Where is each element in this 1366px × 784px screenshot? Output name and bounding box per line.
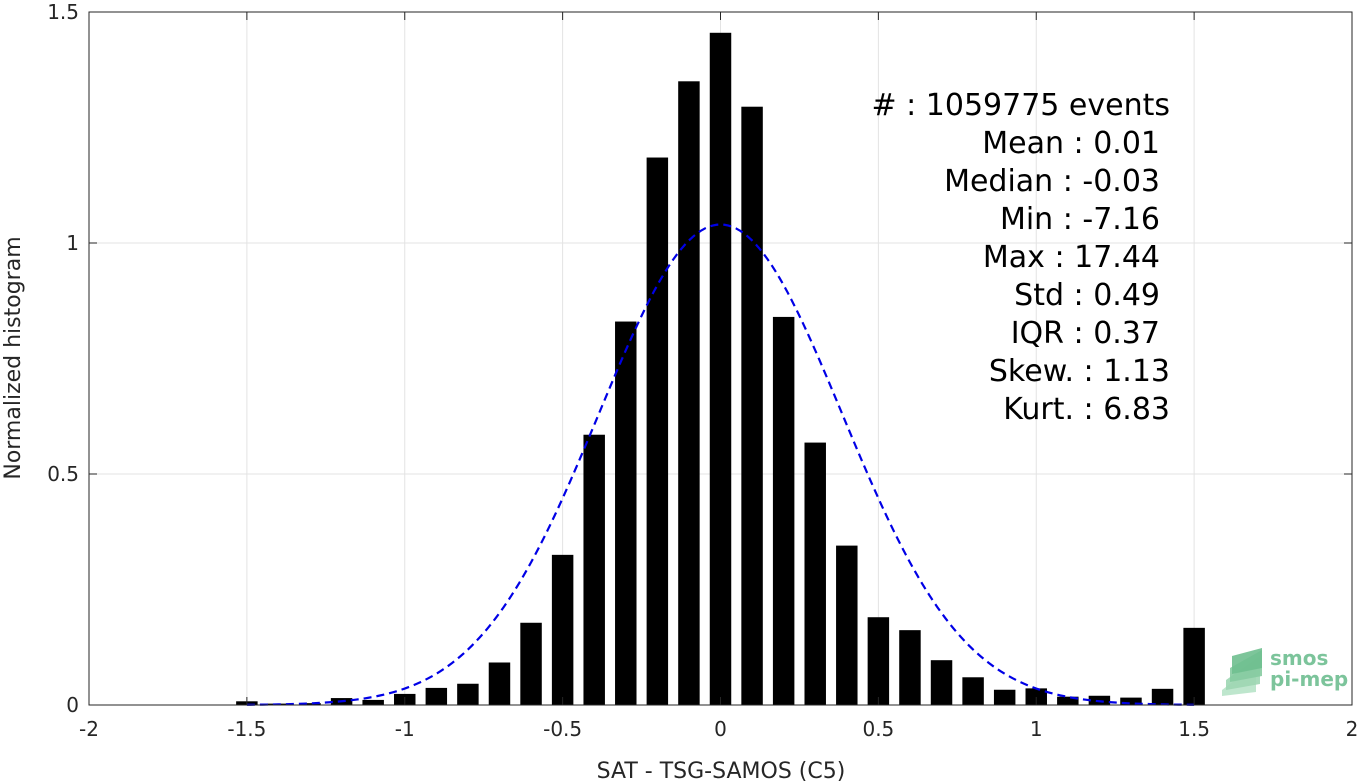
x-tick-label: 0.5	[862, 717, 894, 741]
stat-line: Median : -0.03	[944, 164, 1160, 199]
histogram-bar	[583, 434, 605, 705]
histogram-bar	[804, 442, 826, 705]
histogram-bar	[836, 545, 858, 705]
x-axis-label: SAT - TSG-SAMOS (C5)	[597, 759, 846, 784]
histogram-bar	[772, 316, 795, 705]
histogram-bar	[488, 662, 511, 705]
y-tick-label: 1.5	[47, 0, 79, 24]
y-tick-label: 0.5	[47, 462, 79, 486]
gaussian-fit-curve	[246, 223, 1195, 706]
histogram-bar	[1120, 697, 1142, 705]
histogram-bar	[425, 687, 448, 705]
histogram-bars	[236, 32, 1205, 706]
histogram-bar	[993, 689, 1016, 705]
stat-line: Min : -7.16	[1000, 202, 1160, 237]
x-tick-label: -1	[395, 717, 415, 741]
stat-line: Std : 0.49	[1014, 278, 1160, 313]
histogram-bar	[678, 81, 700, 706]
logo-line1: smos	[1270, 646, 1328, 670]
y-tick-label: 0	[66, 693, 79, 717]
stat-line: Kurt. : 6.83	[1003, 392, 1170, 427]
histogram-bar	[930, 660, 953, 705]
x-tick-label: -2	[79, 717, 99, 741]
stat-line: # : 1059775 events	[871, 88, 1170, 123]
histogram-bar	[1151, 688, 1174, 705]
histogram-bar	[741, 106, 763, 705]
histogram-bar	[299, 703, 321, 705]
y-axis-label: Normalized histogram	[1, 236, 26, 479]
histogram-bar	[520, 622, 542, 705]
histogram-bar	[962, 677, 984, 705]
histogram-bar	[1057, 696, 1079, 705]
x-tick-label: 1	[1030, 717, 1043, 741]
x-tick-label: 1.5	[1178, 717, 1210, 741]
histogram-bar	[551, 554, 574, 705]
histogram-bar	[615, 321, 637, 705]
x-tick-label: -0.5	[543, 717, 582, 741]
x-tick-label: -1.5	[227, 717, 266, 741]
tick-labels: -2 -1.5 -1 -0.5 0 0.5 1 1.5 2 0 0.5 1 1.5	[47, 0, 1358, 741]
histogram-bar	[867, 617, 890, 705]
x-tick-label: 0	[714, 717, 727, 741]
stat-line: Max : 17.44	[983, 240, 1160, 275]
smos-pi-mep-logo: smos pi-mep	[1222, 646, 1348, 696]
stat-line: Skew. : 1.13	[989, 354, 1170, 389]
logo-mark-icon	[1222, 648, 1262, 696]
axis-ticks	[88, 11, 1353, 706]
stat-line: IQR : 0.37	[1011, 316, 1160, 351]
stat-line: Mean : 0.01	[982, 126, 1160, 161]
histogram-bar	[709, 32, 732, 706]
logo-line2: pi-mep	[1270, 667, 1348, 691]
histogram-bar	[1025, 688, 1047, 705]
histogram-bar	[457, 683, 479, 705]
y-tick-label: 1	[66, 231, 79, 255]
histogram-bar	[1183, 627, 1205, 705]
histogram-bar	[899, 630, 921, 705]
histogram-bar	[362, 699, 384, 705]
x-tick-label: 2	[1346, 717, 1359, 741]
histogram-bar	[646, 157, 669, 705]
